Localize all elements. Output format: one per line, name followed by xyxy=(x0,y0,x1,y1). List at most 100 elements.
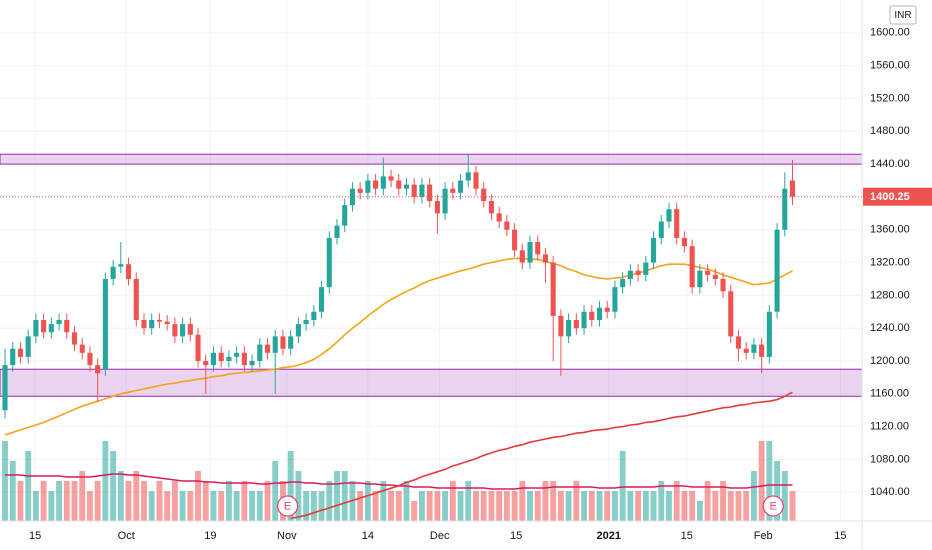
candle-body xyxy=(728,291,734,337)
currency-button[interactable] xyxy=(889,5,917,25)
volume-bar xyxy=(457,491,464,521)
volume-bar xyxy=(411,501,418,521)
volume-bar xyxy=(743,491,750,521)
candle-body xyxy=(272,336,278,353)
y-tick-label: 1600.00 xyxy=(870,27,910,39)
candle-body xyxy=(56,319,62,325)
volume-bar xyxy=(766,441,773,521)
candle-body xyxy=(434,201,440,214)
candle-body xyxy=(542,254,549,263)
candle-body xyxy=(311,311,317,320)
volume-bar xyxy=(364,481,371,521)
candle-body xyxy=(766,311,772,357)
volume-bar xyxy=(87,491,93,521)
volume-bar xyxy=(79,471,86,521)
y-tick-label: 1200.00 xyxy=(870,355,910,367)
candle-body xyxy=(48,324,54,333)
volume-bar xyxy=(48,491,55,521)
zone xyxy=(0,153,863,165)
candle-body xyxy=(396,180,402,189)
candle-body xyxy=(141,319,147,329)
volume-bar xyxy=(527,491,533,521)
candle-body xyxy=(527,242,533,263)
candle-body xyxy=(17,348,24,357)
y-tick-label: 1280.00 xyxy=(870,289,910,301)
volume-bar xyxy=(164,491,171,521)
volume-bar xyxy=(310,491,317,521)
event-marker[interactable] xyxy=(762,495,784,517)
candle-body xyxy=(79,344,85,353)
volume-bar xyxy=(71,481,78,521)
candle-body xyxy=(674,209,680,238)
candle-body xyxy=(635,270,641,275)
volume-bar xyxy=(712,491,719,521)
candle-body xyxy=(295,324,301,337)
volume-bar xyxy=(218,491,225,521)
x-tick-label: 14 xyxy=(362,530,374,542)
volume-bar xyxy=(565,491,572,521)
volume-bar xyxy=(426,491,433,521)
candle-body xyxy=(689,246,695,288)
x-tick-label: 15 xyxy=(834,530,846,542)
candle-body xyxy=(25,336,31,357)
y-tick-label: 1520.00 xyxy=(870,92,910,104)
volume-bar xyxy=(511,491,518,521)
candle-body xyxy=(95,365,101,374)
candle-body xyxy=(249,361,255,366)
volume-bar xyxy=(696,501,703,521)
candle-body xyxy=(581,311,587,329)
candle-body xyxy=(782,188,788,230)
volume-bar xyxy=(102,441,109,521)
candle-body xyxy=(550,262,556,316)
volume-bar xyxy=(117,471,124,521)
candle-body xyxy=(125,264,132,279)
event-marker[interactable] xyxy=(276,495,299,517)
candle-body xyxy=(280,336,286,349)
volume-bar xyxy=(480,491,487,521)
volume-bar xyxy=(380,481,387,521)
volume-bar xyxy=(341,471,348,521)
volume-bar xyxy=(63,481,70,521)
candle-body xyxy=(442,188,448,214)
volume-bar xyxy=(550,481,557,521)
volume-bar xyxy=(573,481,580,521)
volume-bar xyxy=(110,451,117,521)
volume-bar xyxy=(465,481,472,521)
candle-body xyxy=(10,348,16,366)
y-tick-label: 1240.00 xyxy=(870,322,910,334)
candle-body xyxy=(620,278,626,288)
candle-body xyxy=(427,184,433,202)
volume-bar xyxy=(210,491,217,521)
volume-bar xyxy=(727,491,734,521)
candle-body xyxy=(172,324,178,337)
y-tick-label: 1160.00 xyxy=(870,388,909,400)
volume-bar xyxy=(650,491,657,521)
volume-bar xyxy=(666,491,672,521)
volume-bar xyxy=(195,471,201,521)
candle-body xyxy=(288,336,294,349)
volume-bar xyxy=(519,481,526,521)
candle-body xyxy=(357,188,363,193)
volume-bar xyxy=(658,481,665,521)
last-price-box xyxy=(863,187,932,206)
volume-bar xyxy=(596,491,603,521)
y-tick-label: 1560.00 xyxy=(870,60,910,72)
candle-body xyxy=(110,266,116,279)
candle-body xyxy=(33,319,39,337)
candle-body xyxy=(705,270,711,275)
volume-bar xyxy=(40,481,47,521)
candle-body xyxy=(419,184,425,197)
volume-bar xyxy=(612,491,618,521)
candle-body xyxy=(759,344,765,357)
volume-bar xyxy=(689,491,696,521)
y-tick-label: 1320.00 xyxy=(870,256,910,268)
volume-bar xyxy=(503,491,510,521)
candle-body xyxy=(411,184,417,197)
volume-bar xyxy=(9,461,16,521)
candle-body xyxy=(450,188,456,193)
volume-bar xyxy=(781,471,788,521)
candle-body xyxy=(203,361,209,366)
volume-bar xyxy=(581,491,587,521)
volume-bar xyxy=(442,491,449,521)
volume-bar xyxy=(264,481,271,521)
